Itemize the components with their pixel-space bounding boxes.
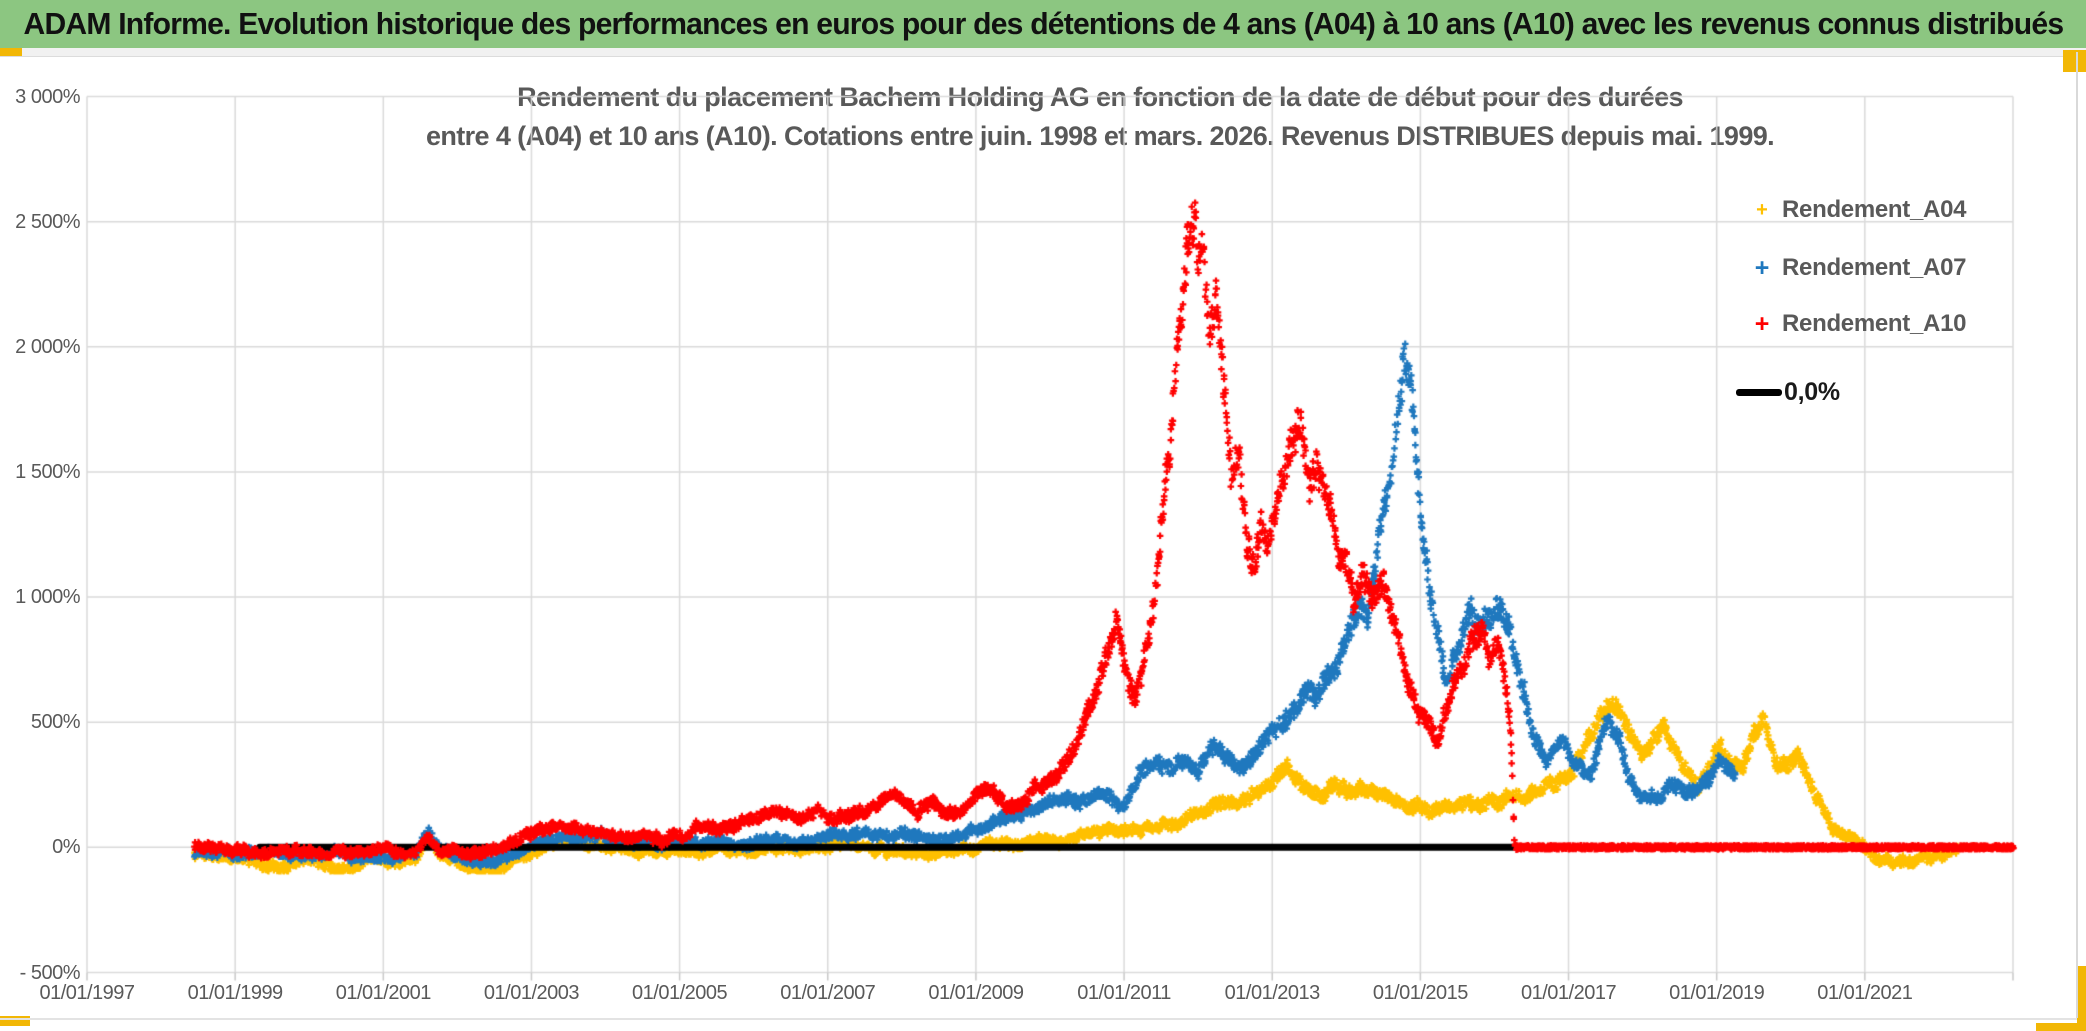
y-axis-label: 2 000% xyxy=(15,335,80,358)
x-axis-label: 01/01/2005 xyxy=(632,982,728,1004)
legend-label: Rendement_A04 xyxy=(1782,196,1967,223)
legend-label: 0,0% xyxy=(1784,377,1840,406)
x-axis-label: 01/01/2021 xyxy=(1817,982,1913,1004)
black-line-swatch xyxy=(1736,388,1782,396)
y-axis-label: 500% xyxy=(30,711,81,734)
legend-label: Rendement_A10 xyxy=(1782,310,1967,337)
plus-marker-icon: + xyxy=(1754,310,1770,338)
x-axis-label: 01/01/1999 xyxy=(187,982,284,1004)
y-axis-label: 1 000% xyxy=(15,586,80,609)
legend-item-zero[interactable]: 0,0% xyxy=(1736,376,1840,408)
plus-marker-icon: + xyxy=(1754,254,1770,282)
legend-item-a04[interactable]: + Rendement_A04 xyxy=(1742,194,1966,226)
legend-item-a10[interactable]: + Rendement_A10 xyxy=(1742,308,1967,340)
legend-item-a07[interactable]: + Rendement_A07 xyxy=(1742,252,1967,284)
plus-marker-icon: + xyxy=(1756,199,1768,221)
y-axis-label: - 500% xyxy=(19,961,81,984)
x-axis-label: 01/01/2009 xyxy=(928,982,1024,1004)
x-axis-label: 01/01/2001 xyxy=(335,982,432,1004)
x-axis-label: 01/01/2015 xyxy=(1372,982,1469,1004)
x-axis-label: 01/01/2019 xyxy=(1669,982,1765,1004)
x-axis-label: 01/01/2003 xyxy=(483,982,580,1004)
x-axis-label: 01/01/1997 xyxy=(39,982,135,1004)
y-axis-label: 2 500% xyxy=(15,210,80,233)
y-axis-label: 0% xyxy=(52,836,80,859)
legend-label: Rendement_A07 xyxy=(1782,254,1967,281)
x-axis-label: 01/01/2011 xyxy=(1077,982,1171,1004)
y-axis-label: 1 500% xyxy=(15,460,80,483)
x-axis-label: 01/01/2017 xyxy=(1520,982,1617,1004)
x-axis-label: 01/01/2007 xyxy=(780,982,876,1004)
x-axis-label: 01/01/2013 xyxy=(1224,982,1321,1004)
y-axis-label: 3 000% xyxy=(15,85,80,108)
